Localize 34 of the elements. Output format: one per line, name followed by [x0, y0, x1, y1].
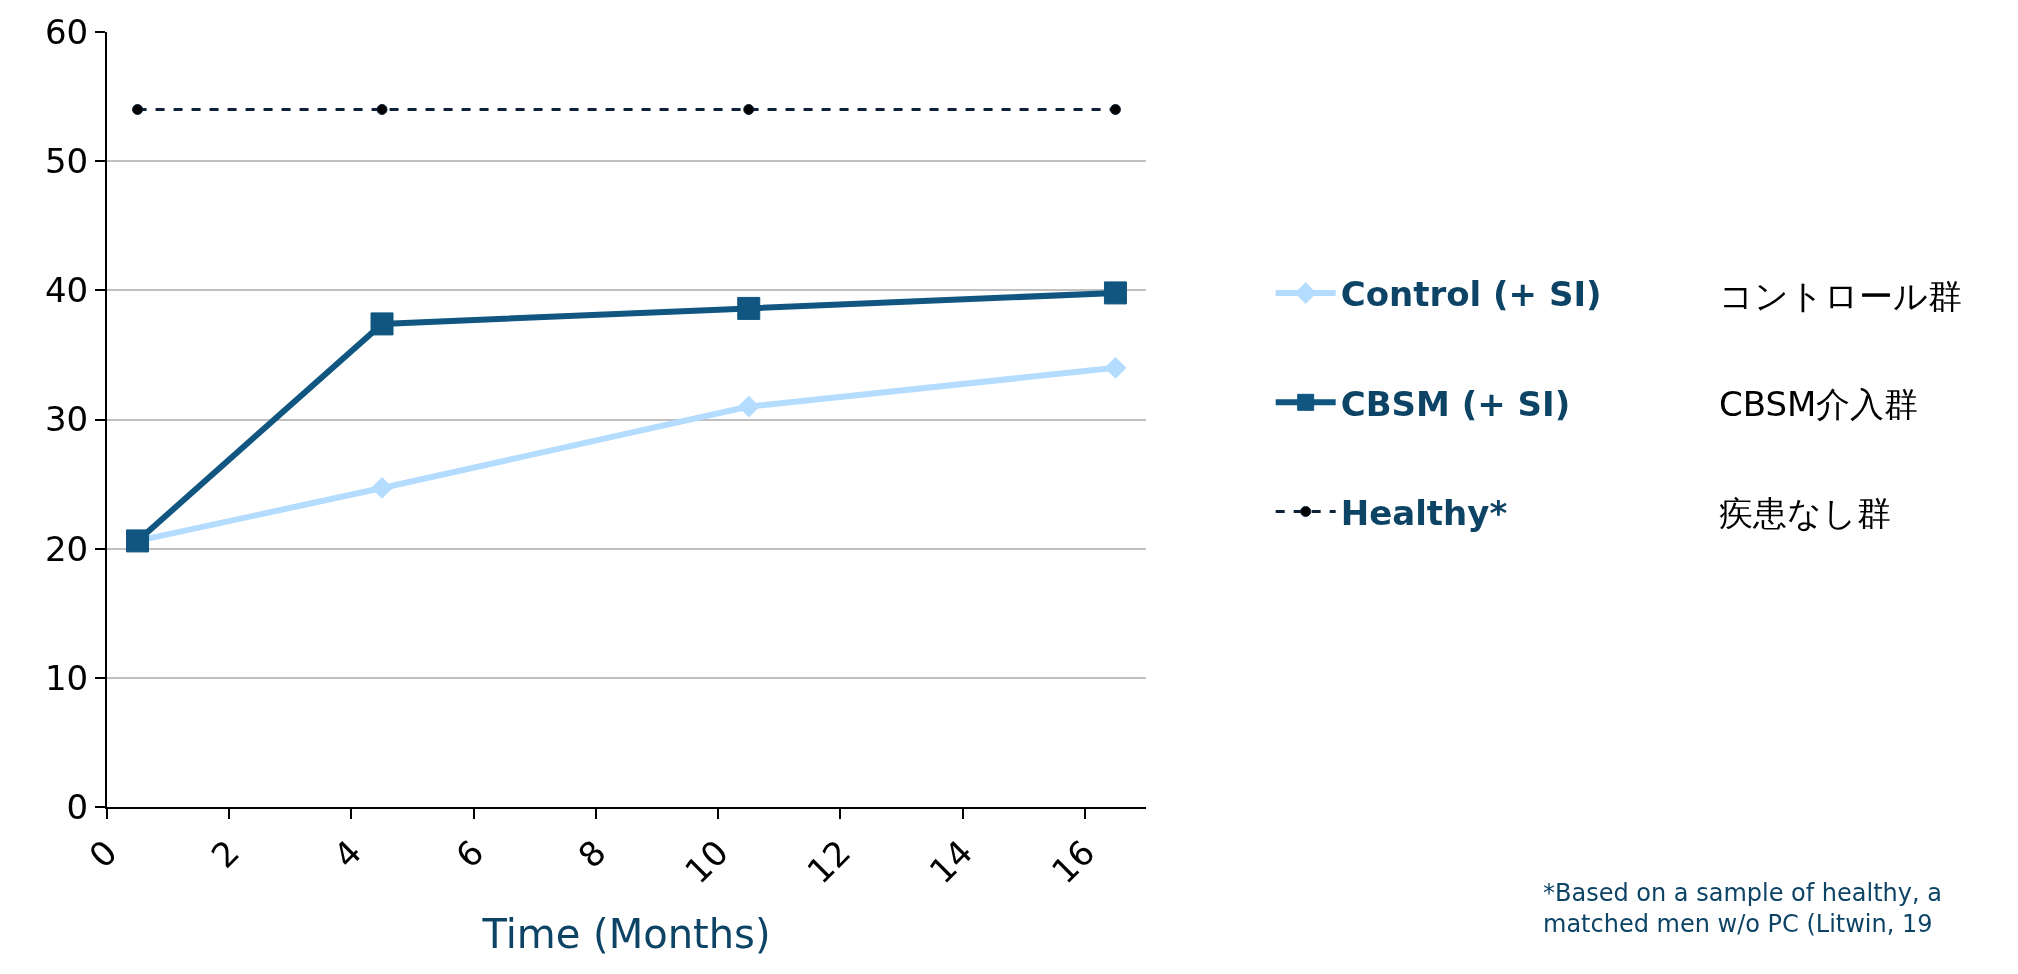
x-tick-label: 8 [570, 832, 614, 876]
text: CBSM介入群 [1719, 384, 1919, 424]
y-tick-label: 0 [66, 786, 89, 827]
point [1109, 104, 1121, 115]
x-tick-label: 0 [81, 832, 125, 876]
y-tick-label: 10 [44, 657, 89, 698]
x-tick-label: 6 [447, 832, 492, 876]
text: 疾患なし群 [1719, 493, 1891, 533]
point [1104, 356, 1127, 379]
x-axis-title: Time (Months) [481, 911, 771, 958]
legend-label: CBSM (+ SI) [1340, 383, 1571, 424]
point [737, 395, 760, 418]
y-tick-label: 50 [44, 141, 89, 182]
y-tick-label: 60 [44, 11, 89, 52]
point [743, 104, 755, 115]
text: コントロール群 [1719, 276, 1962, 316]
y-tick-label: 20 [44, 528, 89, 569]
legend-label: Healthy* [1340, 492, 1508, 533]
y-tick-label: 30 [44, 399, 89, 440]
point [371, 477, 393, 499]
x-tick-label: 14 [921, 832, 981, 892]
point [376, 104, 388, 115]
x-tick-label: 16 [1043, 832, 1103, 892]
point [737, 296, 761, 320]
point [370, 312, 394, 336]
text: *Based on a sample of healthy, a matched men w/o PC (Litwin, 19 [1543, 879, 1942, 939]
point [1103, 281, 1127, 305]
x-tick-label: 12 [799, 832, 859, 892]
legend-label: Control (+ SI) [1340, 274, 1602, 315]
point [132, 104, 144, 115]
x-tick-label: 10 [676, 832, 736, 892]
y-tick-label: 40 [44, 270, 89, 311]
x-tick-label: 2 [203, 832, 247, 876]
x-tick-label: 4 [325, 832, 370, 876]
